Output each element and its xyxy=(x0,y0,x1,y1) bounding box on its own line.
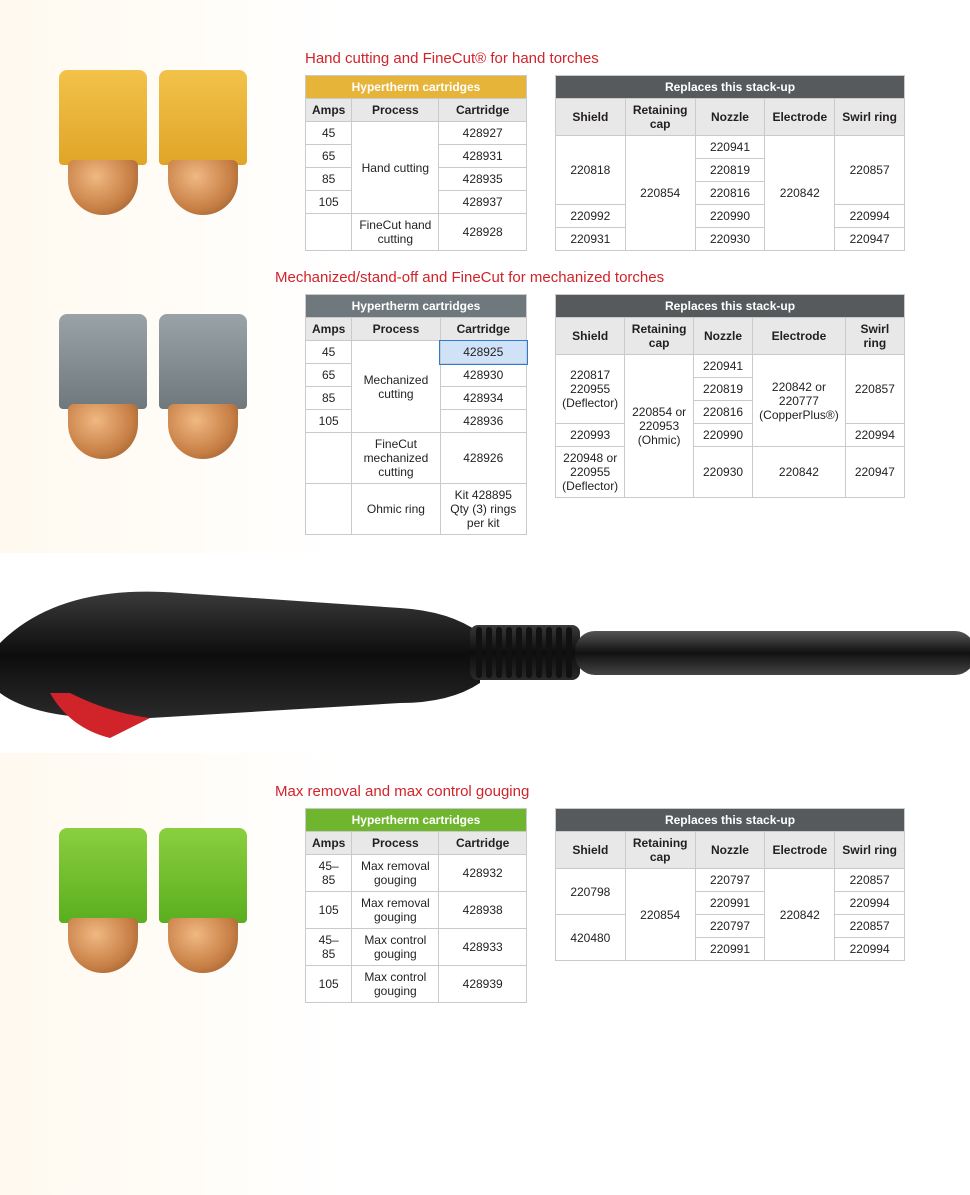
highlighted-cell: 428925 xyxy=(440,341,526,364)
cartridge-table-hand: Hypertherm cartridges Amps Process Cartr… xyxy=(305,75,527,251)
section-title-mech: Mechanized/stand-off and FineCut for mec… xyxy=(275,269,940,286)
table-title: Hypertherm cartridges xyxy=(306,76,527,99)
cartridge-table-gouge: Hypertherm cartridges AmpsProcessCartrid… xyxy=(305,808,527,1003)
section-title-gouge: Max removal and max control gouging xyxy=(275,783,940,800)
product-image-hand xyxy=(30,50,275,230)
product-image-mech xyxy=(30,294,275,474)
stackup-table-gouge: Replaces this stack-up ShieldRetaining c… xyxy=(555,808,905,961)
cartridge-table-mech: Hypertherm cartridges AmpsProcessCartrid… xyxy=(305,294,527,535)
col-cartridge: Cartridge xyxy=(439,99,527,122)
col-amps: Amps xyxy=(306,99,352,122)
product-image-gouge xyxy=(30,808,275,988)
table-title: Replaces this stack-up xyxy=(556,76,905,99)
stackup-table-mech: Replaces this stack-up ShieldRetaining c… xyxy=(555,294,905,498)
col-process: Process xyxy=(352,99,439,122)
torch-image xyxy=(0,553,970,753)
section-title-hand: Hand cutting and FineCut® for hand torch… xyxy=(305,50,940,67)
stackup-table-hand: Replaces this stack-up ShieldRetaining c… xyxy=(555,75,905,251)
